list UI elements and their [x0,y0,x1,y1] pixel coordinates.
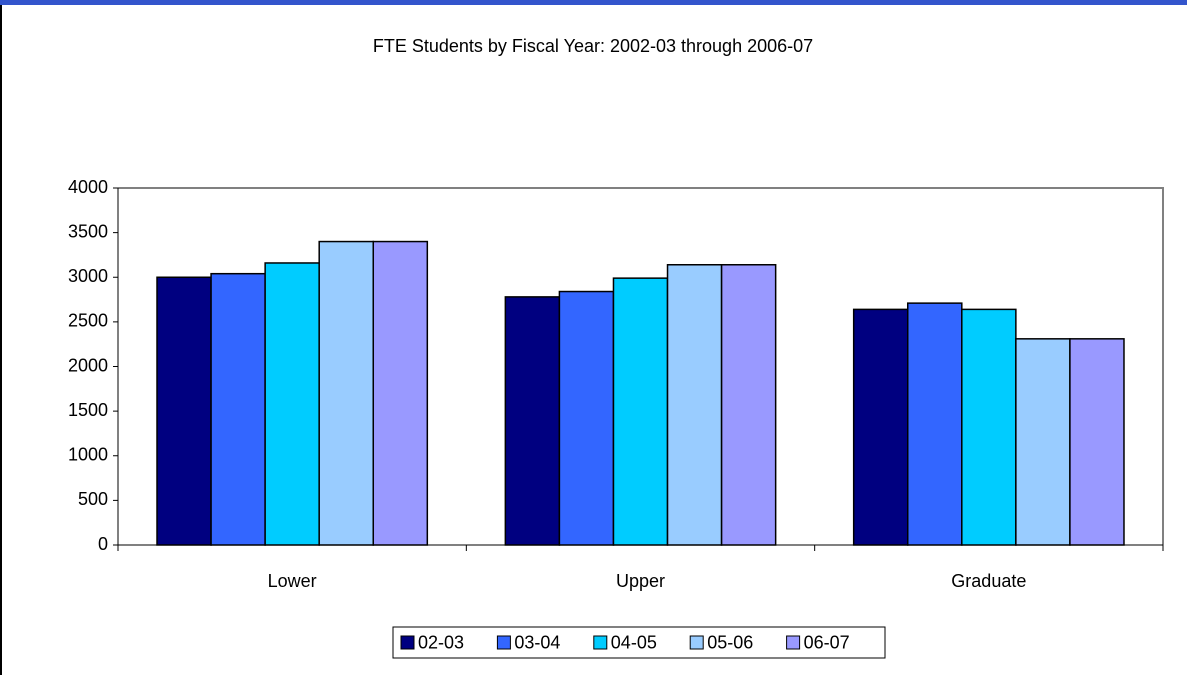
legend-label: 02-03 [418,632,464,652]
bar [1069,338,1125,546]
bar [264,262,320,546]
legend-label: 06-07 [804,632,850,652]
y-tick-label: 3000 [68,266,108,286]
bar [318,240,375,546]
top-bar [0,0,1187,5]
y-tick-label: 1000 [68,445,108,465]
legend-swatch [400,635,415,650]
y-tick-label: 0 [98,534,108,554]
x-tick-label: Upper [616,571,665,591]
legend-swatch [786,635,801,650]
legend-swatch [496,635,511,650]
bar [156,276,212,546]
x-tick-label: Lower [268,571,317,591]
legend-label: 03-04 [514,632,560,652]
x-tick-label: Graduate [951,571,1026,591]
legend-swatch [689,635,704,650]
y-tick-label: 4000 [68,177,108,197]
bar [961,308,1017,546]
y-tick-label: 3500 [68,221,108,241]
bar [906,302,963,546]
bar [210,272,266,546]
bar [372,240,429,546]
y-tick-label: 1500 [68,400,108,420]
bar [612,277,669,546]
legend-swatch [593,635,608,650]
y-tick-label: 2500 [68,311,108,331]
bar [852,308,909,546]
chart-title: FTE Students by Fiscal Year: 2002-03 thr… [373,36,813,56]
legend-box [392,626,886,659]
legend-label: 05-06 [707,632,753,652]
bar [720,264,777,546]
plot-border [118,187,1164,545]
y-tick-label: 2000 [68,355,108,375]
bar [666,264,723,546]
bar [504,296,561,546]
bar [1015,338,1071,546]
legend-label: 04-05 [611,632,657,652]
y-tick-label: 500 [78,489,108,509]
bar [558,290,615,546]
